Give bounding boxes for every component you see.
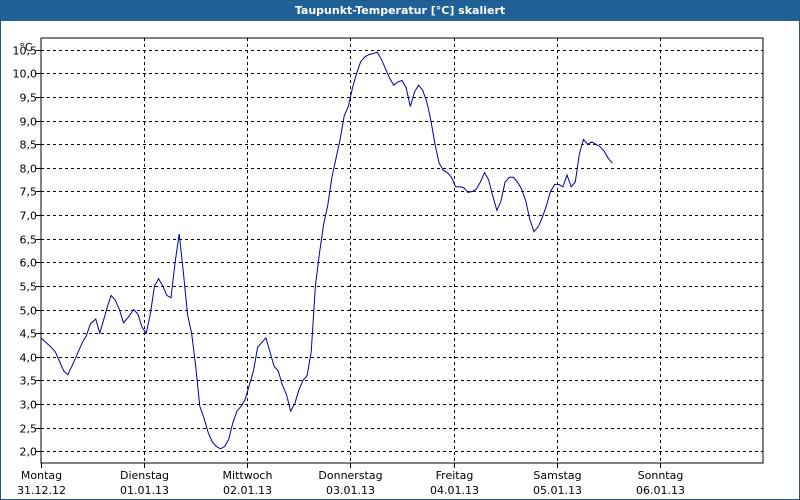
x-tick-day: Samstag: [533, 469, 581, 482]
y-tick-label: 3,0: [20, 399, 38, 412]
x-tick-date: 03.01.13: [326, 484, 375, 497]
x-tick-day: Donnerstag: [318, 469, 382, 482]
x-tick-date: 02.01.13: [223, 484, 272, 497]
y-tick-label: 4,5: [20, 328, 38, 341]
y-tick-label: 7,0: [20, 210, 38, 223]
window-title: Taupunkt-Temperatur [°C] skaliert: [1, 1, 799, 21]
series-line: [40, 51, 613, 450]
y-tick-label: 10,5: [13, 45, 38, 58]
y-tick-label: 2,0: [20, 446, 38, 459]
chart-area: 2,0 2,5 3,0 3,5 4,0 4,5 5,0 5,5 6,0 6,5 7,0 7,5 8,0 8…: [1, 21, 799, 499]
y-tick-label: 5,0: [20, 305, 38, 318]
x-tick-day: Mittwoch: [223, 469, 273, 482]
y-tick-label: 2,5: [20, 423, 38, 436]
x-tick-day: Dienstag: [120, 469, 169, 482]
y-tick-label: 10,0: [13, 68, 38, 81]
x-tick-day: Sonntag: [638, 469, 684, 482]
y-axis-label: °C: [19, 41, 33, 54]
x-tick-date: 04.01.13: [430, 484, 479, 497]
x-tick-day: Montag: [21, 469, 62, 482]
y-tick-label: 6,5: [20, 234, 38, 247]
x-tick-date: 01.01.13: [120, 484, 169, 497]
y-tick-label: 9,5: [20, 92, 38, 105]
y-tick-label: 6,0: [20, 257, 38, 270]
y-tick-label: 8,5: [20, 139, 38, 152]
y-tick-label: 5,5: [20, 281, 38, 294]
dewpoint-chart: 2,0 2,5 3,0 3,5 4,0 4,5 5,0 5,5 6,0 6,5 7,0 7,5 8,0 8…: [13, 37, 764, 497]
x-tick-day: Freitag: [436, 469, 474, 482]
y-tick-label: 3,5: [20, 375, 38, 388]
x-tick-date: 06.01.13: [636, 484, 685, 497]
y-tick-label: 7,5: [20, 186, 38, 199]
y-tick-label: 8,0: [20, 163, 38, 176]
y-tick-label: 9,0: [20, 116, 38, 129]
plot-border: [40, 37, 764, 464]
y-tick-label: 4,0: [20, 352, 38, 365]
x-tick-date: 31.12.12: [17, 484, 66, 497]
x-tick-date: 05.01.13: [533, 484, 582, 497]
